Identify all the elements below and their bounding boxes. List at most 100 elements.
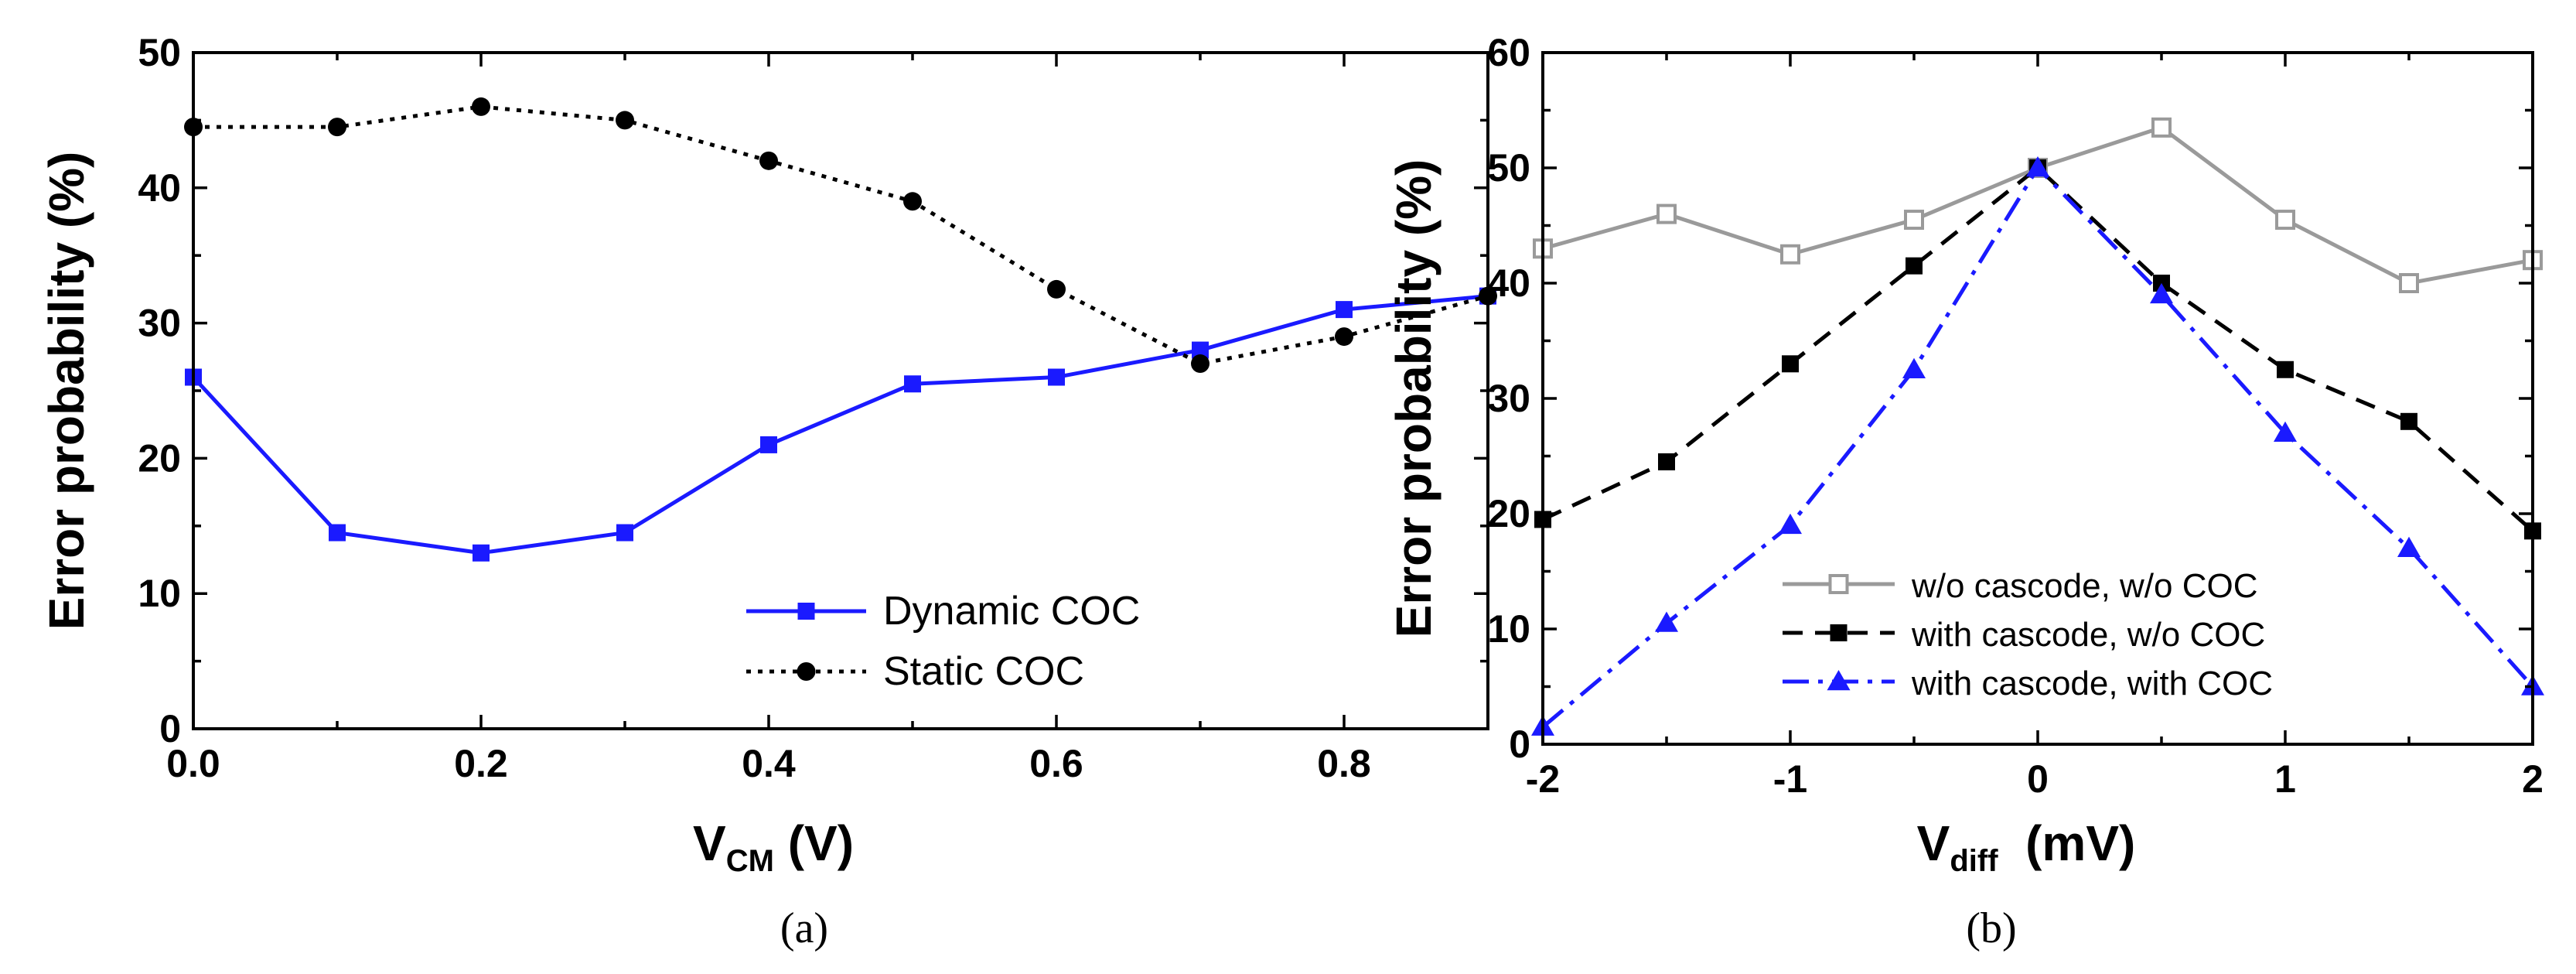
x-tick-label: -2 — [1526, 757, 1560, 801]
data-point-b-1 — [2277, 361, 2294, 378]
y-axis-title-a: Error probability (%) — [39, 152, 94, 631]
data-point-b-0 — [2151, 117, 2172, 138]
x-axis-title-main-a: V — [693, 815, 726, 871]
legend-label: with cascode, with COC — [1911, 665, 2273, 702]
legend-marker — [797, 603, 815, 620]
data-point-a-0 — [473, 544, 490, 562]
data-point-b-2 — [2274, 421, 2297, 442]
legend-marker — [1828, 574, 1849, 594]
data-point-a-0 — [904, 375, 921, 393]
y-tick-label: 30 — [138, 302, 181, 345]
y-tick-label: 40 — [1487, 261, 1530, 305]
caption-b: (b) — [1966, 904, 2016, 952]
data-point-b-0 — [1656, 203, 1677, 224]
data-point-a-0 — [760, 436, 777, 453]
data-point-b-1 — [1782, 355, 1799, 373]
series-b-2 — [1531, 156, 2544, 736]
data-point-a-0 — [616, 524, 633, 542]
data-point-b-0 — [1904, 210, 1924, 231]
data-point-b-1 — [2400, 412, 2417, 430]
y-tick-label: 30 — [1487, 377, 1530, 420]
legend-entry-b-2: with cascode, with COC — [1783, 665, 2273, 702]
y-axis-title-b: Error probability (%) — [1386, 159, 1442, 638]
legend-label: with cascode, w/o COC — [1911, 616, 2265, 654]
series-line-a-0 — [192, 294, 1489, 555]
y-tick-label: 40 — [138, 166, 181, 210]
legend-entry-a-1: Static COC — [746, 649, 1084, 694]
x-tick-label: 1 — [2274, 757, 2296, 801]
data-point-a-1 — [1335, 327, 1353, 347]
legend-a: Dynamic COC Static COC — [746, 589, 1140, 694]
series-a-1 — [184, 97, 1497, 374]
data-point-a-0 — [1192, 341, 1209, 359]
legend-entry-b-0: w/o cascode, w/o COC — [1783, 567, 2258, 605]
y-tick-label: 60 — [1487, 31, 1530, 74]
x-axis-title-sub-a: CM — [726, 844, 774, 878]
data-point-b-2 — [1902, 357, 1926, 378]
x-tick-label: 0.0 — [166, 742, 220, 785]
data-point-a-1 — [903, 192, 922, 211]
legend-marker — [1827, 670, 1851, 691]
data-point-a-1 — [1191, 354, 1210, 374]
data-point-b-1 — [1658, 453, 1675, 470]
data-point-a-1 — [616, 111, 634, 130]
chart-panel-a: 0 10 20 30 40 50 0.0 0.2 0.4 0.6 0.8 Error probabi… — [39, 31, 1497, 952]
chart-panel-b: 0 10 20 30 40 50 60 -2 -1 0 1 2 Error probability (… — [1386, 31, 2544, 952]
caption-a: (a) — [780, 904, 828, 952]
legend-b: w/o cascode, w/o COC with cascode, w/o CO… — [1783, 567, 2273, 702]
legend-entry-b-1: with cascode, w/o COC — [1783, 616, 2265, 654]
data-point-b-2 — [2150, 282, 2173, 304]
x-tick-label: -1 — [1773, 757, 1807, 801]
data-point-b-1 — [1906, 257, 1923, 275]
data-point-b-2 — [1779, 513, 1802, 535]
y-tick-label: 20 — [1487, 492, 1530, 535]
y-tick-label: 50 — [1487, 146, 1530, 190]
plot-frame-a — [192, 51, 1489, 730]
y-tick-label: 0 — [159, 707, 181, 750]
data-point-b-0 — [2399, 273, 2419, 293]
series-layer-a — [184, 97, 1497, 562]
x-tick-label: 2 — [2522, 757, 2544, 801]
data-point-b-0 — [2275, 210, 2295, 231]
x-axis-title-sub-b: diff — [1950, 844, 1998, 878]
x-tick-label: 0.4 — [742, 742, 796, 785]
data-point-a-0 — [1336, 301, 1353, 319]
y-tick-label: 10 — [1487, 607, 1530, 651]
x-tick-label: 0.6 — [1029, 742, 1083, 785]
series-line-b-1 — [1541, 166, 2534, 533]
legend-label: Dynamic COC — [883, 589, 1140, 634]
ticks-layer-a: 0 10 20 30 40 50 0.0 0.2 0.4 0.6 0.8 — [138, 31, 1489, 785]
legend-marker — [1830, 624, 1848, 641]
x-tick-label: 0 — [2027, 757, 2049, 801]
x-tick-label: 0.2 — [454, 742, 508, 785]
series-a-0 — [185, 287, 1496, 562]
x-axis-title-unit-a: (V) — [774, 815, 854, 871]
x-axis-title-b: Vdiff (mV) — [1917, 815, 2136, 878]
series-b-1 — [1534, 159, 2541, 540]
data-point-b-2 — [2026, 156, 2049, 177]
data-point-a-1 — [759, 151, 778, 170]
ticks-layer-b: 0 10 20 30 40 50 60 -2 -1 0 1 2 — [1487, 31, 2544, 801]
y-tick-label: 0 — [1509, 723, 1530, 766]
data-point-b-0 — [1780, 244, 1800, 265]
series-b-0 — [1533, 117, 2543, 293]
data-point-a-0 — [1048, 368, 1065, 386]
y-tick-label: 50 — [138, 31, 181, 74]
data-point-a-0 — [329, 524, 346, 542]
x-axis-title-a: VCM (V) — [693, 815, 854, 878]
data-point-a-1 — [472, 97, 490, 116]
data-point-b-2 — [1655, 611, 1678, 632]
x-axis-title-unit-b: (mV) — [1998, 815, 2136, 871]
legend-marker — [797, 662, 816, 681]
legend-entry-a-0: Dynamic COC — [746, 589, 1140, 634]
legend-label: w/o cascode, w/o COC — [1911, 567, 2258, 605]
data-point-a-1 — [1047, 279, 1066, 299]
y-tick-label: 20 — [138, 436, 181, 480]
legend-label: Static COC — [883, 649, 1084, 694]
data-point-b-2 — [2397, 536, 2421, 557]
x-axis-title-main-b: V — [1917, 815, 1950, 871]
series-layer-b — [1531, 117, 2544, 736]
x-tick-label: 0.8 — [1317, 742, 1371, 785]
y-tick-label: 10 — [138, 572, 181, 615]
